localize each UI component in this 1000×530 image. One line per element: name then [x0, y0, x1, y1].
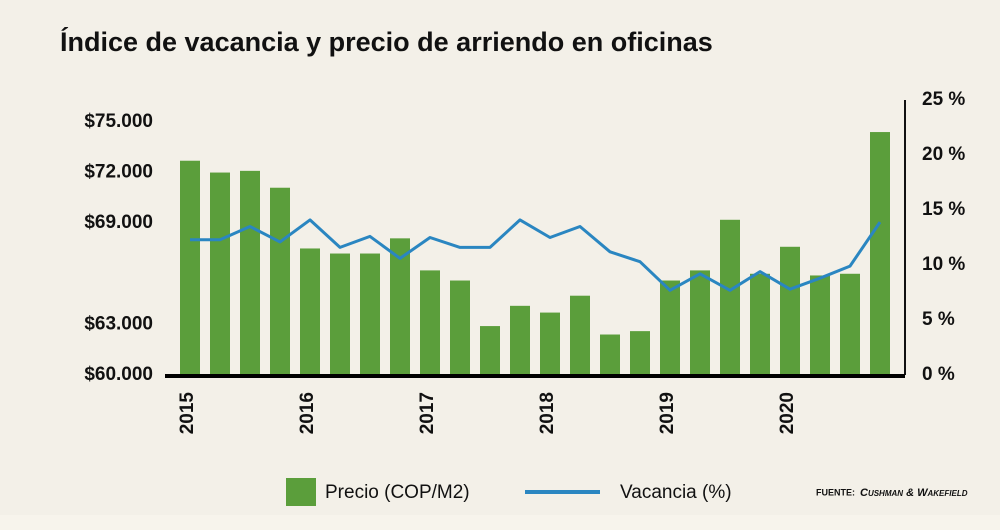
y2-tick-label: 0 % — [922, 364, 955, 385]
bar — [780, 246, 800, 375]
x-tick-label: 2019 — [657, 392, 678, 434]
legend-swatch — [286, 478, 316, 506]
bar — [480, 326, 500, 375]
source: Cushman & Wakefield — [860, 487, 968, 499]
bar — [570, 295, 590, 375]
bar — [720, 219, 740, 375]
x-tick-label: 2020 — [777, 392, 798, 434]
y2-tick-label: 10 % — [922, 254, 965, 275]
bar — [810, 275, 830, 375]
bar — [510, 305, 530, 375]
footer-strip — [0, 515, 1000, 530]
source-label: FUENTE: — [816, 487, 855, 497]
legend-label: Precio (COP/M2) — [325, 482, 470, 503]
bar — [270, 187, 290, 375]
bar — [630, 331, 650, 375]
y-tick-label: $69.000 — [84, 212, 153, 233]
y-tick-label: $63.000 — [84, 313, 153, 334]
bar — [540, 312, 560, 375]
legend-label: Vacancia (%) — [620, 482, 732, 503]
line — [190, 218, 882, 292]
bar — [330, 253, 350, 375]
bar — [300, 248, 320, 375]
bar — [210, 172, 230, 375]
plot: $60.000 $63.000 $69.000 $72.000 $75.000 0 % 5 … — [84, 89, 965, 434]
y2-tick-label: 20 % — [922, 144, 965, 165]
bar — [360, 253, 380, 375]
x-tick-label: 2017 — [417, 392, 438, 434]
y-tick-label: $75.000 — [84, 111, 153, 132]
bar — [450, 280, 470, 375]
chart-title: Índice de vacancia y precio de arriendo … — [60, 26, 713, 57]
y2-tick-label: 15 % — [922, 199, 965, 220]
y2-tick-label: 25 % — [922, 89, 965, 110]
y2-tick-label: 5 % — [922, 309, 955, 330]
bar — [240, 170, 260, 375]
bar — [180, 160, 200, 375]
y-tick-label: $60.000 — [84, 364, 153, 385]
x-tick-label: 2016 — [297, 392, 318, 434]
x-tick-label: 2018 — [537, 392, 558, 434]
bar — [840, 273, 860, 375]
bar — [660, 280, 680, 375]
bar — [390, 238, 410, 375]
bar — [420, 270, 440, 375]
bar — [750, 273, 770, 375]
bar — [870, 132, 890, 375]
bar — [690, 270, 710, 375]
bar — [600, 334, 620, 375]
x-tick-label: 2015 — [177, 392, 198, 435]
y-tick-label: $72.000 — [84, 162, 153, 183]
